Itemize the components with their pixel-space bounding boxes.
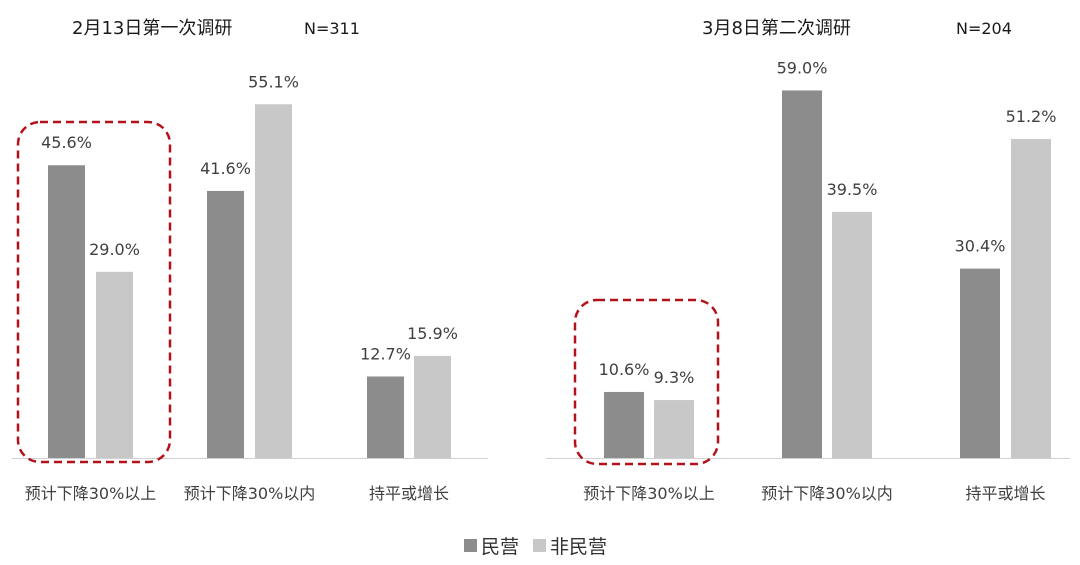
chart2-category-1: 预计下降30%以上	[583, 484, 715, 503]
chart1-sample-size: N=311	[304, 19, 360, 38]
chart1-bar-non-private-3	[414, 355, 451, 458]
chart2-category-3: 持平或增长	[965, 484, 1045, 503]
chart2-label-private-2: 59.0%	[777, 58, 828, 77]
chart2-bar-non-private-2	[832, 211, 872, 458]
chart2-label-non-private-2: 39.5%	[827, 180, 878, 199]
legend: 民营 非民营	[464, 532, 615, 559]
chart1-label-private-2: 41.6%	[200, 159, 251, 178]
chart1-label-non-private-3: 15.9%	[407, 324, 458, 343]
chart1-bar-private-1	[48, 165, 85, 459]
legend-label-non-private: 非民营	[550, 536, 608, 558]
chart1-title: 2月13日第一次调研	[72, 18, 232, 39]
chart2-bar-private-3	[960, 268, 1000, 458]
legend-item-non-private: 非民营	[533, 532, 607, 559]
chart2-bar-private-1	[604, 391, 644, 458]
chart1-label-non-private-2: 55.1%	[248, 72, 299, 91]
legend-swatch-non-private	[533, 539, 547, 552]
legend-item-private: 民营	[464, 532, 519, 559]
chart2-label-non-private-3: 51.2%	[1006, 107, 1057, 126]
chart1-label-non-private-1: 29.0%	[89, 240, 140, 259]
chart2-bar-non-private-1	[654, 400, 694, 458]
chart1-highlight-box	[16, 120, 172, 464]
chart2-label-private-3: 30.4%	[955, 237, 1006, 256]
chart1-category-1: 预计下降30%以上	[25, 484, 157, 503]
chart2-highlight-box	[573, 298, 720, 466]
chart2-category-2: 预计下降30%以内	[761, 484, 893, 503]
chart2-sample-size: N=204	[956, 19, 1012, 38]
chart2-title: 3月8日第二次调研	[702, 18, 851, 39]
chart2-label-non-private-1: 9.3%	[654, 368, 695, 387]
chart1-category-2: 预计下降30%以内	[184, 484, 316, 503]
chart2-label-private-1: 10.6%	[599, 360, 650, 379]
chart1-label-private-1: 45.6%	[41, 133, 92, 152]
chart1-bar-private-3	[367, 376, 404, 458]
legend-label-private: 民营	[481, 536, 520, 558]
legend-swatch-private	[464, 539, 477, 552]
chart1-bar-non-private-2	[255, 104, 292, 459]
chart1-label-private-3: 12.7%	[360, 344, 411, 363]
chart1-bar-non-private-1	[96, 271, 133, 458]
chart1-bar-private-2	[207, 190, 244, 459]
chart2-bar-private-2	[782, 90, 822, 459]
chart1-category-3: 持平或增长	[369, 484, 449, 503]
chart2-bar-non-private-3	[1011, 139, 1051, 459]
